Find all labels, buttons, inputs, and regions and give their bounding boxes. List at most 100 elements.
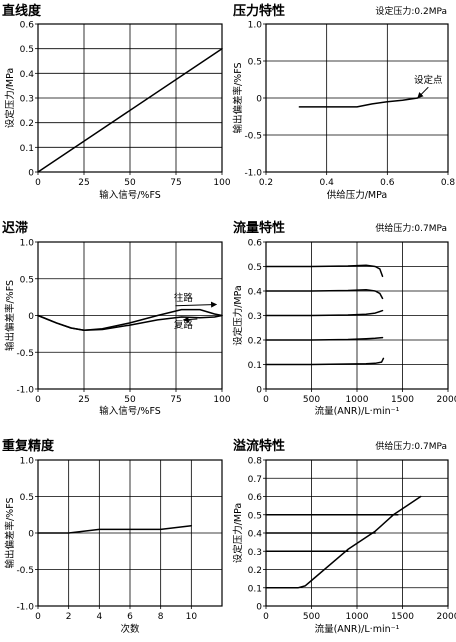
y-tick-label: 0.6 <box>248 493 263 503</box>
x-tick-label: 100 <box>213 178 230 188</box>
y-tick-label: -1.0 <box>16 603 34 613</box>
chart-condition: 设定压力:0.2MPa <box>375 5 447 17</box>
series-line-4 <box>265 336 384 341</box>
x-tick-label: 1000 <box>346 612 369 622</box>
x-tick-label: 0.6 <box>380 178 395 188</box>
series-line-2 <box>37 314 223 331</box>
y-tick-label: -0.5 <box>16 566 34 576</box>
x-axis-label: 输入信号/%FS <box>99 405 161 417</box>
annotation-arrow <box>182 316 198 323</box>
y-tick-label: -0.5 <box>244 132 262 142</box>
chart-title: 迟滞 <box>2 220 28 236</box>
y-tick-label: 0.4 <box>248 530 263 540</box>
chart-title: 压力特性 <box>233 3 285 19</box>
y-tick-label: 0.2 <box>248 566 262 576</box>
annotation-label: 复路 <box>174 319 194 331</box>
series-line-3 <box>265 309 384 317</box>
annotation-arrow <box>417 86 429 99</box>
x-tick-label: 8 <box>158 612 164 622</box>
annotation-arrow <box>175 301 218 308</box>
x-tick-label: 500 <box>303 612 320 622</box>
y-tick-label: 0.1 <box>20 144 34 154</box>
y-axis-label: 输出偏差率/%FS <box>232 62 244 133</box>
series-line-5 <box>265 357 385 366</box>
x-tick-label: 0.2 <box>259 178 273 188</box>
y-tick-label: -1.0 <box>244 169 262 179</box>
x-tick-label: 75 <box>170 178 181 188</box>
x-tick-label: 50 <box>124 178 136 188</box>
series-line-2 <box>265 289 384 300</box>
series-line-1 <box>298 97 419 108</box>
y-tick-label: 0 <box>28 312 34 322</box>
series-line-1 <box>265 264 384 278</box>
y-tick-label: 0 <box>28 169 34 179</box>
y-tick-label: 0.5 <box>20 493 34 503</box>
chart-linearity: 直线度 0 25 50 75 100 0 0.1 0.2 0.3 0.4 0.5 0.6 输入信号/%FS… <box>2 3 231 201</box>
y-axis-label: 输出偏差率/%FS <box>4 497 16 568</box>
x-tick-label: 2 <box>66 612 72 622</box>
plot-frame <box>37 23 223 173</box>
y-tick-label: 0.1 <box>248 584 262 594</box>
plot-frame <box>265 23 449 173</box>
series-line-1 <box>265 495 422 589</box>
y-tick-label: 1.0 <box>20 239 35 249</box>
x-tick-label: 1500 <box>391 612 414 622</box>
y-tick-label: 0.5 <box>20 45 34 55</box>
x-tick-label: 25 <box>78 178 89 188</box>
y-axis-label: 设定压力/MPa <box>232 285 244 346</box>
x-tick-label: 1000 <box>346 395 369 405</box>
y-axis-label: 设定压力/MPa <box>4 68 16 129</box>
y-tick-label: 1.0 <box>248 21 263 31</box>
x-tick-label: 0 <box>35 395 41 405</box>
x-axis-label: 流量(ANR)/L·min⁻¹ <box>315 405 400 417</box>
series-line-1 <box>37 524 193 534</box>
x-axis-label: 输入信号/%FS <box>99 189 161 201</box>
y-tick-label: 0.4 <box>20 70 35 80</box>
x-tick-label: 50 <box>124 395 136 405</box>
chart-repeatability: 重复精度 0 2 4 6 8 10 -1.0 -0.5 0 0.5 1.0 次数 输出偏差率/%FS <box>2 438 223 635</box>
chart-title: 溢流特性 <box>233 438 285 454</box>
y-tick-label: 0.5 <box>248 58 262 68</box>
y-axis-label: 设定压力/MPa <box>232 503 244 564</box>
x-axis-label: 供给压力/MPa <box>327 189 388 201</box>
y-tick-label: 0.6 <box>248 239 263 249</box>
y-tick-label: -1.0 <box>16 386 34 396</box>
chart-pressure: 压力特性 设定压力:0.2MPa 0.2 0.4 0.6 0.8 -1.0 -0.5 0 0.5 1… <box>232 3 455 201</box>
x-tick-label: 75 <box>170 395 181 405</box>
y-tick-label: 0.3 <box>248 548 262 558</box>
x-tick-label: 500 <box>303 395 320 405</box>
y-tick-label: 0.2 <box>20 119 34 129</box>
y-tick-label: 0.8 <box>248 457 263 467</box>
annotation-label: 设定点 <box>414 74 443 86</box>
y-axis-label: 输出偏差率/%FS <box>4 280 16 351</box>
chart-title: 流量特性 <box>233 220 285 236</box>
x-tick-label: 4 <box>96 612 102 622</box>
chart-title: 重复精度 <box>2 438 55 454</box>
y-tick-label: 0.4 <box>248 288 263 298</box>
x-tick-label: 0 <box>263 395 269 405</box>
y-tick-label: 0 <box>28 530 34 540</box>
y-tick-label: 0 <box>256 603 262 613</box>
x-tick-label: 0 <box>263 612 269 622</box>
y-tick-label: -0.5 <box>16 349 34 359</box>
y-tick-label: 0.5 <box>20 275 34 285</box>
x-tick-label: 0 <box>35 612 41 622</box>
y-tick-label: 0.6 <box>20 21 35 31</box>
x-tick-label: 6 <box>127 612 133 622</box>
x-axis-label: 流量(ANR)/L·min⁻¹ <box>315 623 400 635</box>
y-tick-label: 0.2 <box>248 337 262 347</box>
y-tick-label: 0 <box>256 95 262 105</box>
x-tick-label: 10 <box>186 612 198 622</box>
chart-hysteresis: 迟滞 0 25 50 75 100 -1.0 -0.5 0 0.5 1.0 输入信号/%FS 输出偏差率… <box>2 220 231 417</box>
y-tick-label: 0.5 <box>248 511 262 521</box>
x-tick-label: 25 <box>78 395 89 405</box>
y-tick-label: 0.3 <box>248 312 262 322</box>
x-tick-label: 0.4 <box>320 178 335 188</box>
chart-condition: 供给压力:0.7MPa <box>375 222 447 234</box>
annotation-label: 往路 <box>174 292 194 304</box>
x-axis-label: 次数 <box>120 623 140 635</box>
